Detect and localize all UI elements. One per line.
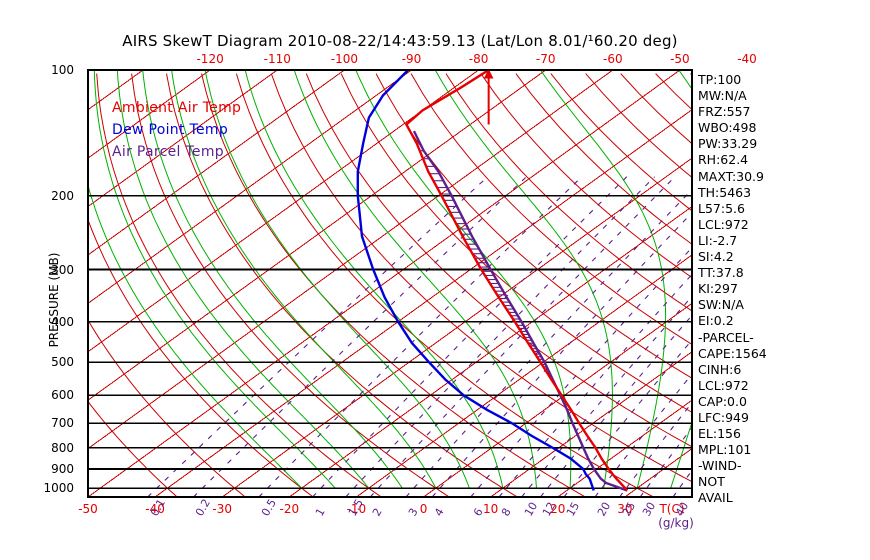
top-temp-tick--70: -70 — [535, 52, 556, 66]
bottom-temp-tick-20: 20 — [550, 502, 566, 516]
top-temp-tick--80: -80 — [468, 52, 489, 66]
bottom-temp-tick--50: -50 — [78, 502, 98, 516]
top-temp-tick--120: -120 — [196, 52, 224, 66]
index-item: CAP:0.0 — [698, 393, 747, 409]
index-item: AVAIL — [698, 490, 733, 506]
index-item: MPL:101 — [698, 442, 752, 458]
page-title: AIRS SkewT Diagram 2010-08-22/14:43:59.1… — [122, 32, 678, 50]
index-item: MW:N/A — [698, 88, 747, 104]
index-item: -PARCEL- — [698, 329, 754, 345]
index-item: NOT — [698, 474, 725, 490]
bottom-temp-tick-0: 0 — [419, 502, 428, 516]
index-item: TP:100 — [698, 72, 742, 87]
index-item: CAPE:1564 — [698, 345, 767, 361]
pressure-tick-200: 200 — [51, 188, 74, 203]
index-item: SW:N/A — [698, 297, 744, 313]
index-item: EL:156 — [698, 426, 741, 442]
index-item: WBO:498 — [698, 120, 757, 136]
index-item: LCL:972 — [698, 216, 749, 232]
pressure-tick-300: 300 — [51, 262, 74, 277]
index-item: TT:37.8 — [698, 265, 744, 281]
index-item: PW:33.29 — [698, 136, 758, 152]
index-item: TH:5463 — [698, 184, 752, 200]
top-temp-tick--60: -60 — [602, 52, 623, 66]
legend-ambient-air-temp: Ambient Air Temp — [112, 100, 242, 116]
index-item: LCL:972 — [698, 377, 749, 393]
bottom-temp-tick-30: 30 — [617, 502, 633, 516]
pressure-tick-600: 600 — [51, 388, 74, 403]
pressure-tick-800: 800 — [51, 440, 74, 455]
bottom-temp-tick--40: -40 — [145, 502, 165, 516]
mixing-ratio-unit-label: (g/kg) — [658, 516, 694, 530]
indices-panel: TP:100 MW:N/A FRZ:557 WBO:498 PW:33.29 RH:62.… — [698, 72, 866, 507]
index-item: CINH:6 — [698, 361, 742, 377]
pressure-tick-500: 500 — [51, 355, 74, 370]
top-temp-tick--40: -40 — [737, 52, 757, 66]
index-item: MAXT:30.9 — [698, 168, 764, 184]
pressure-tick-1000: 1000 — [43, 481, 74, 496]
temp-unit-label: T(C) — [659, 502, 685, 516]
legend-dew-point-temp: Dew Point Temp — [112, 122, 229, 138]
pressure-tick-100: 100 — [51, 63, 74, 77]
top-temp-tick--50: -50 — [670, 52, 690, 66]
bottom-temp-tick--10: -10 — [346, 502, 367, 516]
index-item: L57:5.6 — [698, 200, 745, 216]
pressure-tick-400: 400 — [51, 314, 74, 329]
top-temp-tick--110: -110 — [263, 52, 291, 66]
index-item: KI:297 — [698, 281, 738, 297]
index-item: RH:62.4 — [698, 152, 749, 168]
legend-air-parcel-temp: Air Parcel Temp — [112, 144, 224, 160]
bottom-temp-tick-10: 10 — [483, 502, 499, 516]
top-temp-tick--90: -90 — [401, 52, 422, 66]
index-item: FRZ:557 — [698, 104, 751, 120]
pressure-tick-900: 900 — [51, 462, 74, 476]
index-item: LI:-2.7 — [698, 232, 738, 248]
index-item: LFC:949 — [698, 409, 749, 425]
pressure-tick-700: 700 — [51, 416, 74, 431]
index-item: EI:0.2 — [698, 313, 734, 329]
index-item: -WIND- — [698, 458, 742, 474]
bottom-temp-tick--30: -30 — [212, 502, 232, 516]
bottom-temp-tick--20: -20 — [279, 502, 300, 516]
index-item: SI:4.2 — [698, 249, 734, 265]
top-temp-tick--100: -100 — [330, 52, 359, 66]
